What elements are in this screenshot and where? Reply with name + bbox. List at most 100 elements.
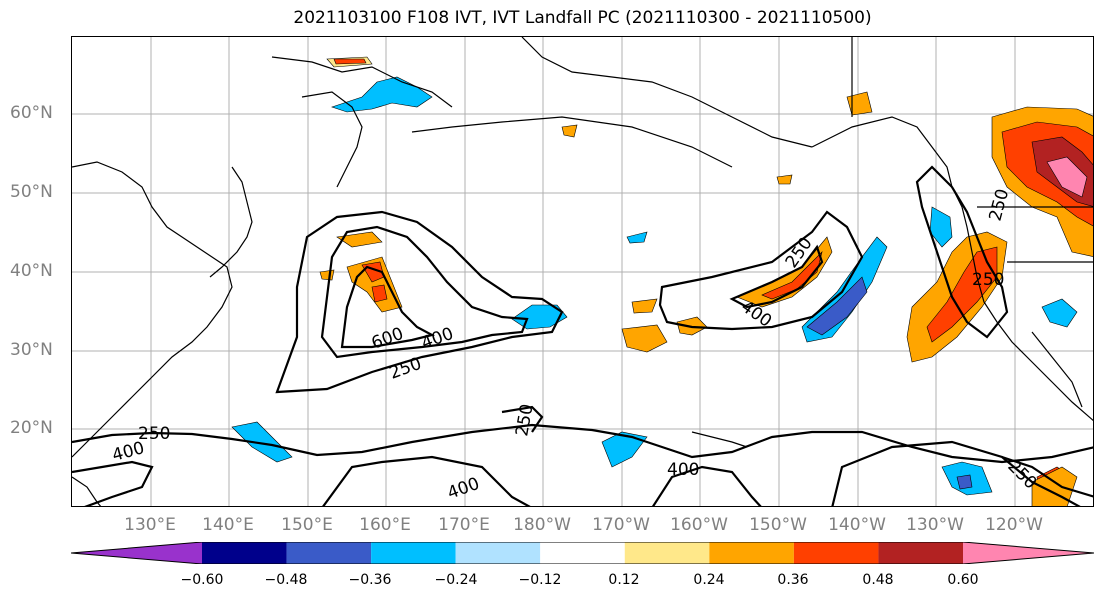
lat-label-50n: 50°N — [10, 182, 53, 202]
coast-japan — [209, 166, 253, 278]
contour-south-400b — [322, 455, 531, 506]
map-canvas: 250 400 600 400 250 250 400 250 400 250 … — [72, 37, 1093, 506]
contour-ne-pacific-400 — [729, 244, 824, 309]
patch-wpac-small — [319, 269, 335, 281]
patch-wpac-red-2 — [371, 284, 388, 303]
lon-label: 180°W — [513, 515, 571, 535]
colorbar-tick: −0.12 — [518, 572, 562, 588]
colorbar-tick: 0.60 — [947, 572, 979, 588]
colorbar-tick: 0.36 — [777, 572, 809, 588]
lon-label: 130°W — [906, 515, 964, 535]
lon-label: 130°E — [124, 515, 176, 535]
patch-south-blue-2 — [601, 431, 648, 468]
map-plot-area: 250 400 600 400 250 250 400 250 400 250 … — [71, 36, 1094, 507]
patch-central-orange-2 — [621, 324, 668, 353]
lon-label: 150°W — [749, 515, 807, 535]
colorbar-tick: −0.48 — [264, 572, 308, 588]
contour-label: 250 — [387, 354, 424, 384]
colorbar-tick: 0.48 — [862, 572, 894, 588]
contour-wpac-250 — [275, 210, 564, 394]
coast-alaska — [521, 37, 813, 148]
colorbar-segment — [371, 542, 456, 564]
lon-label: 140°E — [202, 515, 254, 535]
colorbar-tick: −0.60 — [180, 572, 224, 588]
coast-siberia — [271, 56, 453, 108]
colorbar-segment — [540, 542, 625, 564]
patch-ne-pacific-deep — [806, 276, 868, 336]
coast-philippines — [72, 476, 102, 506]
lon-label: 160°E — [359, 515, 411, 535]
colorbar-tick: 0.24 — [693, 572, 725, 588]
coast-gulf — [811, 116, 953, 188]
lat-label-20n: 20°N — [10, 418, 53, 438]
contour-label: 250 — [138, 424, 170, 444]
colorbar-segments — [71, 542, 1094, 564]
positive-anomaly-patches — [319, 56, 1093, 506]
contour-label: 250 — [986, 187, 1014, 224]
lon-label: 140°W — [828, 515, 886, 535]
lat-label-60n: 60°N — [10, 103, 53, 123]
lon-label: 170°W — [592, 515, 650, 535]
colorbar-segment — [793, 542, 879, 564]
coast-hawaii — [691, 431, 748, 448]
contour-sw-250 — [1001, 455, 1093, 498]
contour-south-250 — [72, 423, 1093, 464]
patch-dateline-blue — [626, 231, 648, 244]
contour-wpac-400 — [320, 225, 529, 359]
lon-label: 150°E — [281, 515, 333, 535]
colorbar-segment — [709, 542, 794, 564]
contour-label: 400 — [419, 324, 456, 354]
patch-sw-orange — [1031, 466, 1078, 506]
patch-south-blue-1 — [231, 421, 293, 463]
colorbar-segment — [455, 542, 541, 564]
patch-bering-blue — [331, 76, 433, 113]
patch-aleutian-red — [333, 58, 367, 65]
contour-label: 400 — [445, 474, 482, 504]
colorbar-tick: 0.12 — [608, 572, 640, 588]
coast-kamchatka — [301, 91, 363, 188]
coastlines — [72, 37, 1093, 506]
contour-wpac-600 — [340, 265, 436, 349]
ivt-contours — [72, 165, 1093, 506]
patch-california-red — [926, 246, 998, 343]
colorbar-segment — [71, 542, 202, 564]
colorbar-tick: −0.24 — [434, 572, 478, 588]
colorbar-segment — [202, 542, 287, 564]
coast-asia — [72, 161, 233, 458]
patch-kamchatka-orange — [561, 124, 578, 138]
coast-na-west — [951, 186, 1093, 422]
patch-central-orange — [631, 298, 658, 314]
colorbar-segment — [878, 542, 963, 564]
contour-label: 250 — [972, 270, 1004, 290]
contour-labels: 250 400 600 400 250 250 400 250 400 250 … — [110, 187, 1040, 504]
colorbar-segment — [963, 542, 1094, 564]
contour-south-400c — [651, 465, 762, 506]
lat-label-40n: 40°N — [10, 261, 53, 281]
lat-label-30n: 30°N — [10, 340, 53, 360]
contour-ne-pacific-250 — [658, 210, 864, 331]
map-title: 2021103100 F108 IVT, IVT Landfall PC (20… — [293, 8, 872, 28]
contour-label: 250 — [512, 402, 537, 437]
graticule — [72, 37, 1093, 506]
patch-pnw-pink — [1046, 156, 1088, 198]
colorbar-tick: −0.36 — [348, 572, 392, 588]
coast-baja — [1031, 331, 1083, 408]
contour-coast-250 — [915, 165, 1009, 339]
colorbar-segment — [286, 542, 372, 564]
patch-gulf-orange — [846, 91, 873, 116]
patch-wpac-orange-top — [336, 231, 383, 248]
patch-baja-blue — [1041, 298, 1078, 328]
contour-south-250b — [831, 440, 1081, 506]
contour-dateline-250 — [501, 405, 544, 433]
contour-south-400 — [72, 460, 154, 506]
colorbar — [71, 542, 1094, 564]
coast-aleutians — [411, 116, 733, 168]
patch-bc-coast-blue — [929, 206, 953, 248]
patch-south-blue-4 — [956, 474, 973, 490]
lon-label: 120°W — [985, 515, 1043, 535]
colorbar-segment — [624, 542, 710, 564]
patch-hawaii-orange — [776, 174, 793, 185]
contour-label: 400 — [667, 460, 699, 480]
lon-label: 160°W — [670, 515, 728, 535]
lon-label: 170°E — [438, 515, 490, 535]
